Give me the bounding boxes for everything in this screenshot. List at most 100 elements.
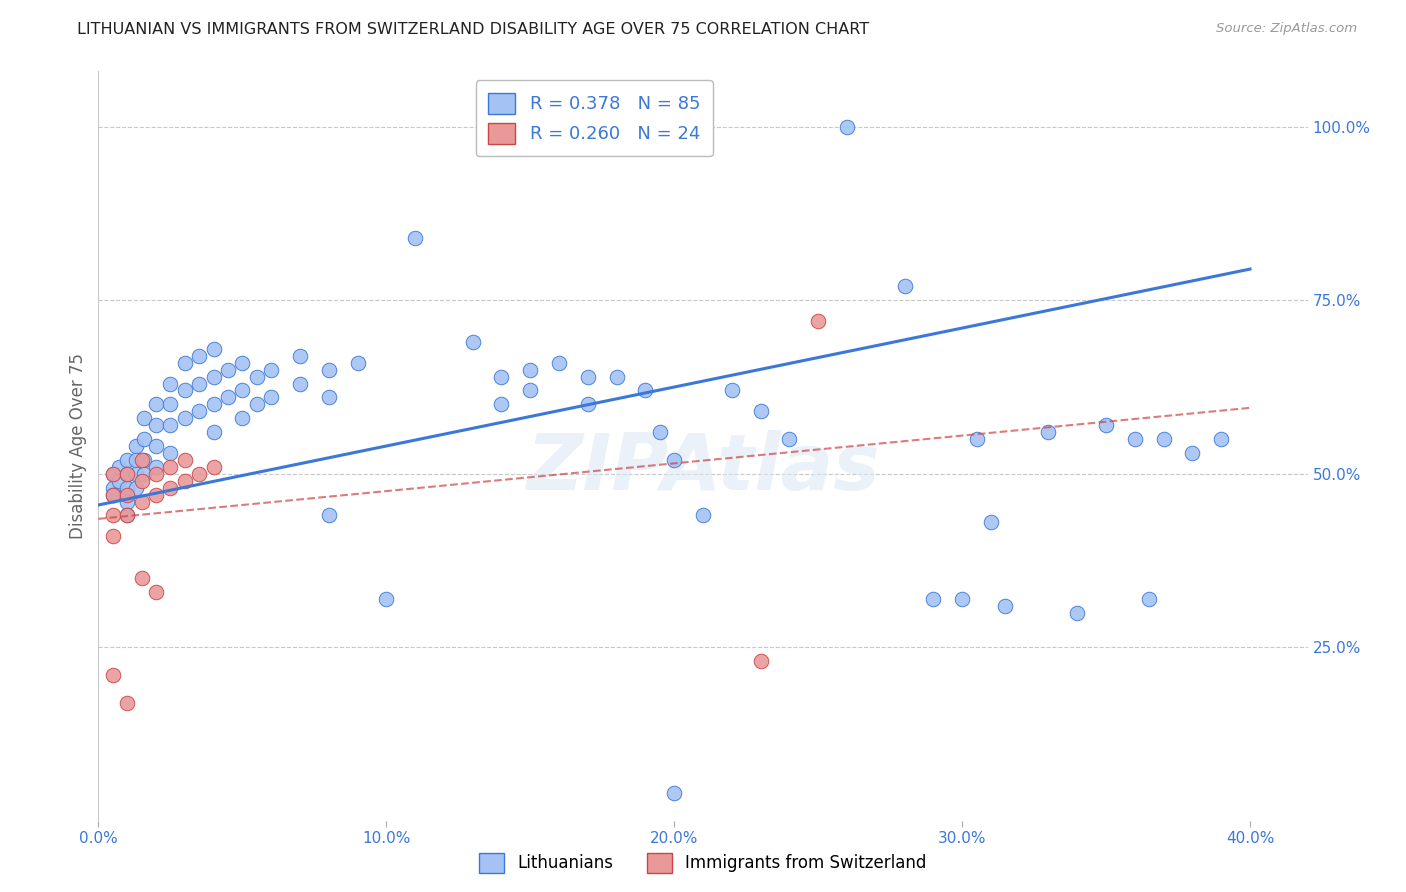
Point	[260, 362, 283, 376]
Point	[664, 453, 686, 467]
Point	[778, 432, 800, 446]
Point	[966, 432, 988, 446]
Point	[115, 696, 138, 710]
Point	[159, 376, 181, 391]
Point	[145, 459, 167, 474]
Point	[648, 425, 671, 439]
Point	[101, 529, 124, 543]
Point	[893, 279, 915, 293]
Legend: R = 0.378   N = 85, R = 0.260   N = 24: R = 0.378 N = 85, R = 0.260 N = 24	[475, 80, 713, 156]
Point	[115, 467, 138, 481]
Point	[101, 467, 124, 481]
Point	[159, 418, 181, 433]
Point	[115, 494, 138, 508]
Point	[720, 384, 742, 398]
Point	[231, 411, 253, 425]
Point	[246, 397, 269, 411]
Point	[173, 453, 195, 467]
Point	[101, 668, 124, 682]
Y-axis label: Disability Age Over 75: Disability Age Over 75	[69, 353, 87, 539]
Point	[576, 369, 599, 384]
Point	[1211, 432, 1233, 446]
Point	[375, 591, 398, 606]
Point	[606, 369, 628, 384]
Point	[922, 591, 945, 606]
Text: Source: ZipAtlas.com: Source: ZipAtlas.com	[1216, 22, 1357, 36]
Point	[1181, 446, 1204, 460]
Text: ZIPAtlas: ZIPAtlas	[526, 431, 880, 507]
Point	[217, 362, 239, 376]
Point	[246, 369, 269, 384]
Point	[1066, 606, 1088, 620]
Point	[145, 487, 167, 501]
Point	[202, 425, 225, 439]
Point	[145, 439, 167, 453]
Point	[159, 397, 181, 411]
Point	[173, 384, 195, 398]
Point	[188, 376, 211, 391]
Point	[107, 474, 129, 488]
Point	[664, 786, 686, 800]
Point	[634, 384, 657, 398]
Point	[159, 459, 181, 474]
Point	[115, 481, 138, 495]
Point	[576, 397, 599, 411]
Point	[125, 481, 148, 495]
Point	[125, 467, 148, 481]
Point	[749, 654, 772, 668]
Point	[202, 459, 225, 474]
Point	[404, 231, 426, 245]
Point	[107, 459, 129, 474]
Point	[217, 391, 239, 405]
Point	[202, 342, 225, 356]
Point	[318, 508, 340, 523]
Point	[950, 591, 973, 606]
Point	[159, 446, 181, 460]
Point	[260, 391, 283, 405]
Point	[115, 508, 138, 523]
Point	[173, 356, 195, 370]
Point	[1137, 591, 1160, 606]
Point	[134, 453, 156, 467]
Point	[548, 356, 571, 370]
Legend: Lithuanians, Immigrants from Switzerland: Lithuanians, Immigrants from Switzerland	[472, 847, 934, 880]
Point	[134, 432, 156, 446]
Point	[125, 453, 148, 467]
Point	[1038, 425, 1060, 439]
Point	[159, 481, 181, 495]
Point	[101, 481, 124, 495]
Point	[202, 397, 225, 411]
Point	[188, 349, 211, 363]
Point	[145, 584, 167, 599]
Point	[188, 404, 211, 418]
Point	[115, 508, 138, 523]
Point	[749, 404, 772, 418]
Point	[231, 384, 253, 398]
Point	[491, 397, 513, 411]
Point	[1123, 432, 1146, 446]
Point	[134, 411, 156, 425]
Point	[288, 376, 311, 391]
Point	[145, 418, 167, 433]
Point	[115, 487, 138, 501]
Point	[980, 516, 1002, 530]
Point	[173, 411, 195, 425]
Point	[1153, 432, 1175, 446]
Point	[145, 397, 167, 411]
Point	[519, 384, 541, 398]
Point	[346, 356, 368, 370]
Point	[318, 362, 340, 376]
Point	[288, 349, 311, 363]
Point	[519, 362, 541, 376]
Point	[994, 599, 1017, 613]
Point	[835, 120, 858, 134]
Point	[101, 487, 124, 501]
Point	[115, 453, 138, 467]
Point	[115, 467, 138, 481]
Point	[231, 356, 253, 370]
Point	[692, 508, 714, 523]
Point	[807, 314, 830, 328]
Point	[131, 453, 153, 467]
Point	[134, 467, 156, 481]
Point	[188, 467, 211, 481]
